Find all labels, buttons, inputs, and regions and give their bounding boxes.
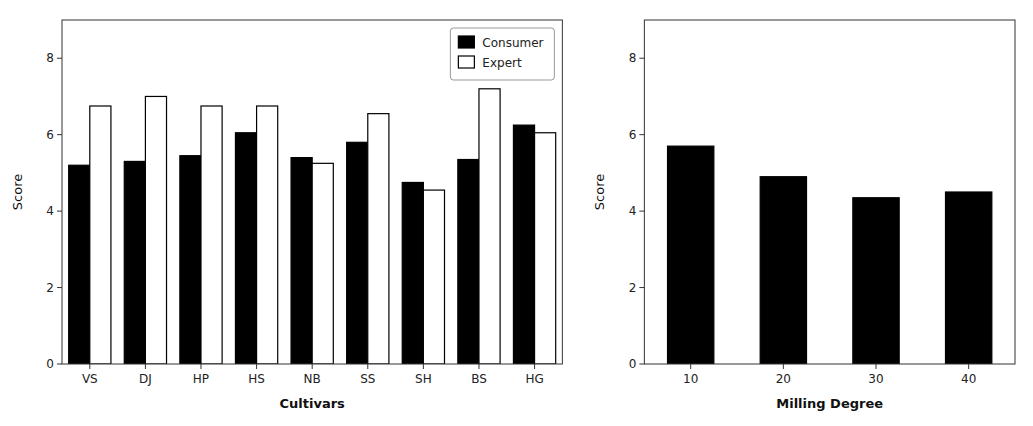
x-tick-label: DJ — [139, 372, 152, 386]
bar — [312, 163, 333, 364]
x-tick — [367, 364, 368, 369]
bar — [853, 198, 899, 364]
bar — [479, 89, 500, 364]
x-tick-label: SS — [360, 372, 375, 386]
bar — [201, 106, 222, 364]
bar — [402, 182, 423, 364]
x-tick-label: 30 — [868, 372, 883, 386]
bar — [946, 192, 992, 364]
bar — [513, 125, 534, 364]
x-tick — [256, 364, 257, 369]
y-tick-label: 0 — [629, 357, 637, 371]
bar — [668, 146, 714, 364]
y-tick-label: 6 — [629, 128, 637, 142]
y-tick — [57, 134, 62, 135]
y-tick-label: 8 — [629, 51, 637, 65]
marks — [69, 89, 556, 364]
chart-panel: 0 2 4 6 8 10 20 30 40 Milling Degree Score — [592, 20, 1015, 411]
y-tick — [639, 134, 644, 135]
x-tick-label: 20 — [776, 372, 791, 386]
x-tick-label: 10 — [683, 372, 698, 386]
legend-swatch — [458, 36, 474, 48]
bar — [347, 142, 368, 364]
y-tick — [57, 211, 62, 212]
figure: 0 2 4 6 8 VS DJ HP HS NB SS SH BS HG Cultivars Score Con… — [0, 0, 1033, 426]
x-axis-label: Cultivars — [280, 396, 346, 411]
y-tick-label: 2 — [46, 281, 54, 295]
y-tick-label: 0 — [46, 357, 54, 371]
bar — [257, 106, 278, 364]
x-tick-label: VS — [82, 372, 98, 386]
x-tick-label: HS — [248, 372, 265, 386]
x-tick — [423, 364, 424, 369]
bar — [535, 133, 556, 364]
y-tick — [57, 287, 62, 288]
x-tick — [89, 364, 90, 369]
legend: Consumer Expert — [450, 28, 554, 80]
y-tick-label: 4 — [46, 204, 54, 218]
plot-frame — [644, 20, 1015, 364]
y-tick-label: 4 — [629, 204, 637, 218]
y-tick — [639, 58, 644, 59]
x-tick — [478, 364, 479, 369]
x-tick — [690, 364, 691, 369]
x-tick — [145, 364, 146, 369]
bar — [291, 158, 312, 364]
bar — [90, 106, 111, 364]
legend-label: Expert — [482, 56, 522, 70]
x-tick — [783, 364, 784, 369]
x-tick-label: BS — [471, 372, 487, 386]
y-axis-label: Score — [10, 174, 25, 210]
plot-frame — [62, 20, 562, 364]
bar — [458, 160, 479, 364]
bar — [124, 161, 145, 364]
legend-swatch — [458, 56, 474, 68]
bar — [145, 96, 166, 364]
x-tick — [200, 364, 201, 369]
legend-box — [450, 28, 554, 80]
y-tick — [639, 211, 644, 212]
y-axis-label: Score — [592, 174, 607, 210]
y-tick — [57, 364, 62, 365]
x-tick-label: SH — [415, 372, 432, 386]
x-axis-label: Milling Degree — [776, 396, 883, 411]
x-tick — [876, 364, 877, 369]
x-tick-label: HG — [525, 372, 543, 386]
bar — [760, 177, 806, 364]
bar — [235, 133, 256, 364]
x-tick — [968, 364, 969, 369]
y-tick — [57, 58, 62, 59]
y-tick — [639, 364, 644, 365]
bar — [180, 156, 201, 364]
marks — [668, 146, 992, 364]
legend-label: Consumer — [482, 36, 543, 50]
x-tick — [312, 364, 313, 369]
bar — [368, 114, 389, 364]
x-tick-label: 40 — [961, 372, 976, 386]
y-tick-label: 8 — [46, 51, 54, 65]
x-tick — [534, 364, 535, 369]
x-tick-label: NB — [304, 372, 321, 386]
y-tick-label: 6 — [46, 128, 54, 142]
y-tick — [639, 287, 644, 288]
y-tick-label: 2 — [629, 281, 637, 295]
bar — [423, 190, 444, 364]
bar — [69, 165, 90, 364]
x-tick-label: HP — [193, 372, 209, 386]
chart-panel: 0 2 4 6 8 VS DJ HP HS NB SS SH BS HG Cultivars Score Con… — [10, 20, 562, 411]
